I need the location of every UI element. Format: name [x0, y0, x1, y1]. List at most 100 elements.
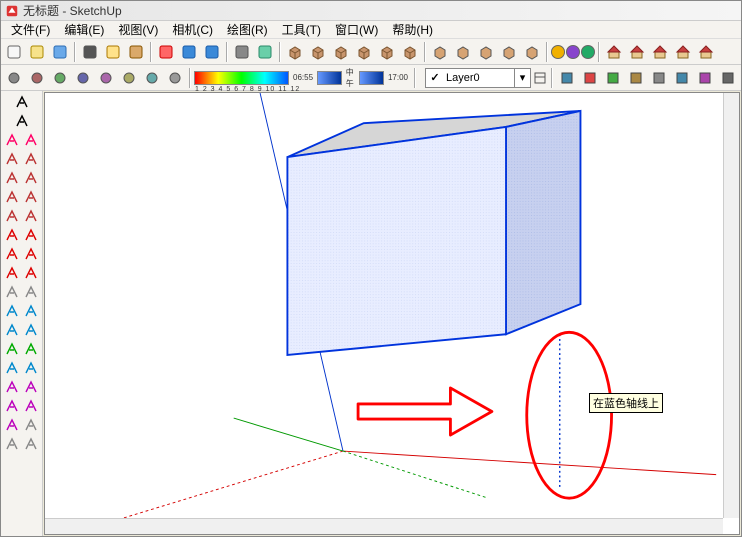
- tool-orbit-icon[interactable]: [3, 340, 21, 358]
- misc-l7-icon[interactable]: [694, 67, 716, 89]
- tool-move-icon[interactable]: [3, 226, 21, 244]
- view-back-icon[interactable]: [353, 41, 375, 63]
- menu-camera[interactable]: 相机(C): [166, 20, 219, 39]
- misc-l2-icon[interactable]: [579, 67, 601, 89]
- tool-follow-icon[interactable]: [22, 245, 40, 263]
- tool-zoom-icon[interactable]: [3, 359, 21, 377]
- paste-icon[interactable]: [125, 41, 147, 63]
- misc-l5-icon[interactable]: [648, 67, 670, 89]
- tool-eraser-icon[interactable]: [3, 131, 21, 149]
- menu-window[interactable]: 窗口(W): [329, 20, 384, 39]
- tool-poly-icon[interactable]: [22, 169, 40, 187]
- tool-axes-icon[interactable]: [3, 321, 21, 339]
- menu-edit[interactable]: 编辑(E): [58, 20, 110, 39]
- tb2-d-icon[interactable]: [72, 67, 94, 89]
- tool-x1-icon[interactable]: [3, 435, 21, 453]
- redo-icon[interactable]: [201, 41, 223, 63]
- window-title: 无标题 - SketchUp: [23, 2, 122, 19]
- open-icon[interactable]: [26, 41, 48, 63]
- tb2-f-icon[interactable]: [118, 67, 140, 89]
- tool-arc-icon[interactable]: [3, 188, 21, 206]
- tool-walk-icon[interactable]: [3, 416, 21, 434]
- misc-l8-icon[interactable]: [717, 67, 739, 89]
- tool-look-icon[interactable]: [22, 397, 40, 415]
- view-top-icon[interactable]: [307, 41, 329, 63]
- view-iso-icon[interactable]: [284, 41, 306, 63]
- tb2-g-icon[interactable]: [141, 67, 163, 89]
- scrollbar-vertical[interactable]: [723, 93, 739, 518]
- layer-options-icon[interactable]: [532, 67, 548, 89]
- tb2-a-icon[interactable]: [3, 67, 25, 89]
- misc-l6-icon[interactable]: [671, 67, 693, 89]
- erase-icon[interactable]: [155, 41, 177, 63]
- tool-3dt-icon[interactable]: [22, 321, 40, 339]
- shade-tex-icon[interactable]: [498, 41, 520, 63]
- misc-l3-icon[interactable]: [602, 67, 624, 89]
- time-bar-2[interactable]: [359, 71, 384, 85]
- print-icon[interactable]: [231, 41, 253, 63]
- tool-arc2-icon[interactable]: [22, 188, 40, 206]
- menu-draw[interactable]: 绘图(R): [221, 20, 274, 39]
- house-house1-icon[interactable]: [603, 41, 625, 63]
- palette-circle[interactable]: [581, 45, 595, 59]
- tool-tape-icon[interactable]: [3, 283, 21, 301]
- tool-pan-icon[interactable]: [22, 340, 40, 358]
- menu-help[interactable]: 帮助(H): [386, 20, 439, 39]
- layer-dropdown-icon[interactable]: ▾: [514, 69, 530, 87]
- shade-hidden-icon[interactable]: [452, 41, 474, 63]
- tool-rect-icon[interactable]: [3, 150, 21, 168]
- gradient-bar[interactable]: 1 2 3 4 5 6 7 8 9 10 11 12: [194, 71, 289, 85]
- tb2-e-icon[interactable]: [95, 67, 117, 89]
- palette-circle[interactable]: [551, 45, 565, 59]
- undo-icon[interactable]: [178, 41, 200, 63]
- view-left-icon[interactable]: [376, 41, 398, 63]
- view-front-icon[interactable]: [330, 41, 352, 63]
- tool-zwin-icon[interactable]: [22, 359, 40, 377]
- menu-file[interactable]: 文件(F): [5, 20, 56, 39]
- tool-sect-icon[interactable]: [22, 416, 40, 434]
- house-house4-icon[interactable]: [672, 41, 694, 63]
- tool-offset-icon[interactable]: [22, 264, 40, 282]
- tool-circle-icon[interactable]: [3, 169, 21, 187]
- view-right-icon[interactable]: [399, 41, 421, 63]
- palette-circle[interactable]: [566, 45, 580, 59]
- time-bar[interactable]: [317, 71, 342, 85]
- scrollbar-horizontal[interactable]: [45, 518, 723, 534]
- tool-x2-icon[interactable]: [22, 435, 40, 453]
- menu-tools[interactable]: 工具(T): [276, 20, 327, 39]
- tool-dim-icon[interactable]: [22, 283, 40, 301]
- tool-prev-icon[interactable]: [22, 378, 40, 396]
- tb2-h-icon[interactable]: [164, 67, 186, 89]
- save-icon[interactable]: [49, 41, 71, 63]
- house-house3-icon[interactable]: [649, 41, 671, 63]
- house-house5-icon[interactable]: [695, 41, 717, 63]
- shade-wire-icon[interactable]: [429, 41, 451, 63]
- house-house2-icon[interactable]: [626, 41, 648, 63]
- copy-icon[interactable]: [102, 41, 124, 63]
- tool-free-icon[interactable]: [3, 207, 21, 225]
- tool-prot-icon[interactable]: [22, 302, 40, 320]
- tb2-c-icon[interactable]: [49, 67, 71, 89]
- tool-text-icon[interactable]: [3, 302, 21, 320]
- misc-l1-icon[interactable]: [556, 67, 578, 89]
- tool-line-icon[interactable]: [13, 112, 31, 130]
- tool-select-icon[interactable]: [13, 93, 31, 111]
- tool-push-icon[interactable]: [22, 226, 40, 244]
- tool-pie-icon[interactable]: [22, 207, 40, 225]
- cut-icon[interactable]: [79, 41, 101, 63]
- viewport[interactable]: 在蓝色轴线上: [44, 92, 740, 535]
- menu-view[interactable]: 视图(V): [112, 20, 164, 39]
- tool-paint-icon[interactable]: [22, 131, 40, 149]
- shade-mono-icon[interactable]: [521, 41, 543, 63]
- misc-l4-icon[interactable]: [625, 67, 647, 89]
- layer-combo[interactable]: ✓ Layer0 ▾: [425, 68, 531, 88]
- tool-scale-icon[interactable]: [3, 264, 21, 282]
- tool-pos-icon[interactable]: [3, 397, 21, 415]
- model-icon[interactable]: [254, 41, 276, 63]
- tool-zext-icon[interactable]: [3, 378, 21, 396]
- new-icon[interactable]: [3, 41, 25, 63]
- tool-rotate-icon[interactable]: [3, 245, 21, 263]
- tb2-b-icon[interactable]: [26, 67, 48, 89]
- shade-shaded-icon[interactable]: [475, 41, 497, 63]
- tool-rrect-icon[interactable]: [22, 150, 40, 168]
